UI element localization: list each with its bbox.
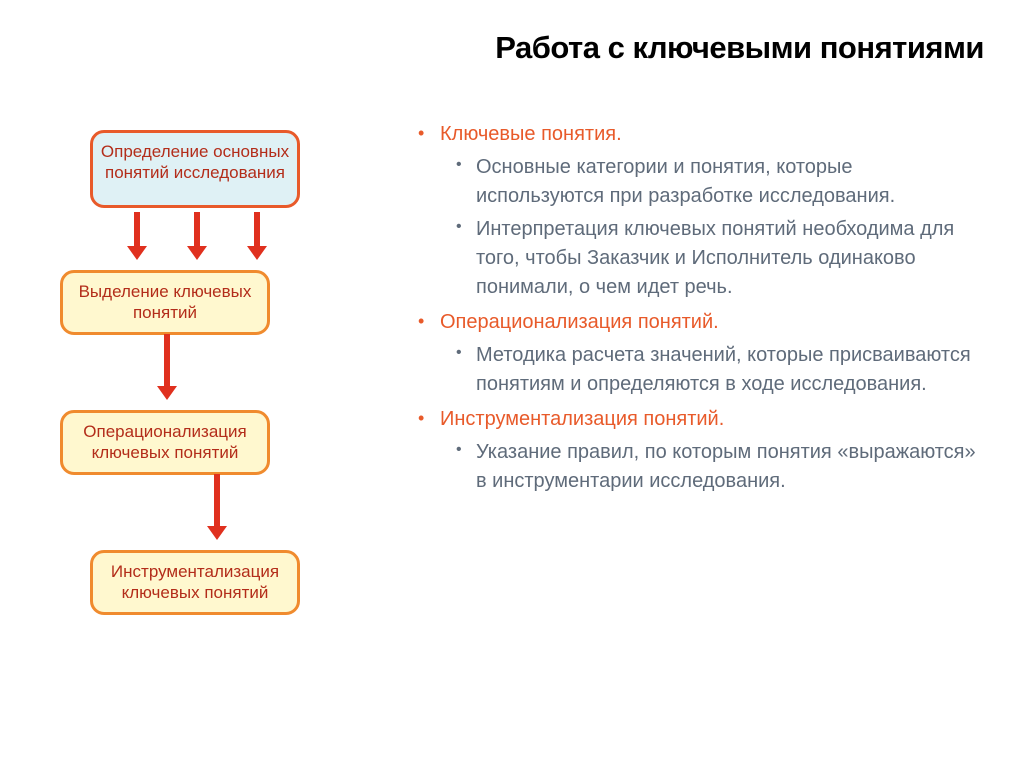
flow-node: Инструментализация ключевых понятий <box>90 550 300 615</box>
bullet-sub: Интерпретация ключевых понятий необходим… <box>440 215 980 302</box>
bullet-sub: Методика расчета значений, которые присв… <box>440 341 980 399</box>
flow-arrow <box>190 212 204 260</box>
flow-arrow <box>250 212 264 260</box>
flow-arrow <box>160 334 174 400</box>
bullet-sub: Указание правил, по которым понятия «выр… <box>440 438 980 496</box>
bullet-heading: Операционализация понятий.Методика расче… <box>410 308 980 399</box>
flow-node: Выделение ключевых понятий <box>60 270 270 335</box>
bullet-content: Ключевые понятия.Основные категории и по… <box>410 120 980 502</box>
flow-arrow <box>210 474 224 540</box>
bullet-sub: Основные категории и понятия, которые ис… <box>440 153 980 211</box>
bullet-heading: Инструментализация понятий.Указание прав… <box>410 405 980 496</box>
flow-arrow <box>130 212 144 260</box>
flow-node: Определение основных понятий исследовани… <box>90 130 300 208</box>
page-title: Работа с ключевыми понятиями <box>495 30 984 66</box>
bullet-heading: Ключевые понятия.Основные категории и по… <box>410 120 980 302</box>
flow-node: Операционализация ключевых понятий <box>60 410 270 475</box>
